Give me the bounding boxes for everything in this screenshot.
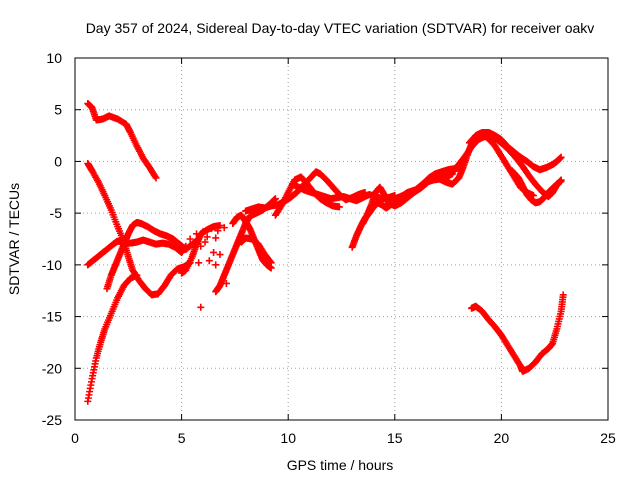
chart-title: Day 357 of 2024, Sidereal Day-to-day VTE… [86,20,595,36]
data-point [193,230,201,238]
data-point [197,303,205,311]
x-axis-ticks: 0 5 10 15 20 25 [71,58,616,446]
y-tick-label: 0 [54,153,62,169]
x-tick-label: 25 [600,430,616,446]
data-point [216,251,224,259]
data-point [335,203,343,211]
x-tick-label: 10 [280,430,296,446]
data-point [212,261,220,269]
data-point [203,233,211,241]
data-point [557,153,565,161]
data-point [212,234,220,242]
plot-frame [74,57,609,421]
series-track-10 [242,168,369,215]
data-point [557,177,565,185]
data-point [214,227,222,235]
x-tick-label: 5 [178,430,186,446]
series-track-1 [84,100,160,182]
data-point [271,195,279,203]
data-point [186,235,194,243]
y-tick-label: 5 [54,102,62,118]
series-scattered [186,224,230,311]
series-track-20 [468,291,567,375]
data-point [207,225,215,233]
data-point [210,248,218,256]
y-tick-label: -15 [42,309,62,325]
data-point [266,258,274,266]
x-axis-label: GPS time / hours [287,457,394,473]
series-track-5 [103,218,203,293]
y-axis-label: SDTVAR / TECUs [6,183,22,295]
data-point [199,228,207,236]
x-tick-label: 0 [71,430,79,446]
data-point [151,173,159,180]
data-point [220,224,228,232]
data-point [267,259,275,267]
series-track-11 [271,173,343,219]
data-point [222,279,230,287]
data-point [559,291,567,299]
data-point [201,238,209,246]
data-point [133,271,141,279]
series-track-19 [508,167,565,207]
series-track-2 [84,159,194,299]
series-track-9 [237,234,275,267]
series-track-18 [465,128,565,174]
data-point [216,222,224,230]
data-point [205,257,213,265]
data-point [152,174,160,182]
y-tick-label: 10 [46,50,62,66]
data-point [197,242,205,250]
y-tick-label: -25 [42,412,62,428]
x-tick-label: 15 [387,430,403,446]
y-axis-ticks: -25 -20 -15 -10 -5 0 5 10 [42,50,608,428]
data-points [84,100,567,405]
y-tick-label: -5 [50,205,63,221]
y-tick-label: -20 [42,360,62,376]
data-point [195,259,203,267]
x-tick-label: 20 [494,430,510,446]
series-track-3 [84,271,141,405]
y-tick-label: -10 [42,257,62,273]
